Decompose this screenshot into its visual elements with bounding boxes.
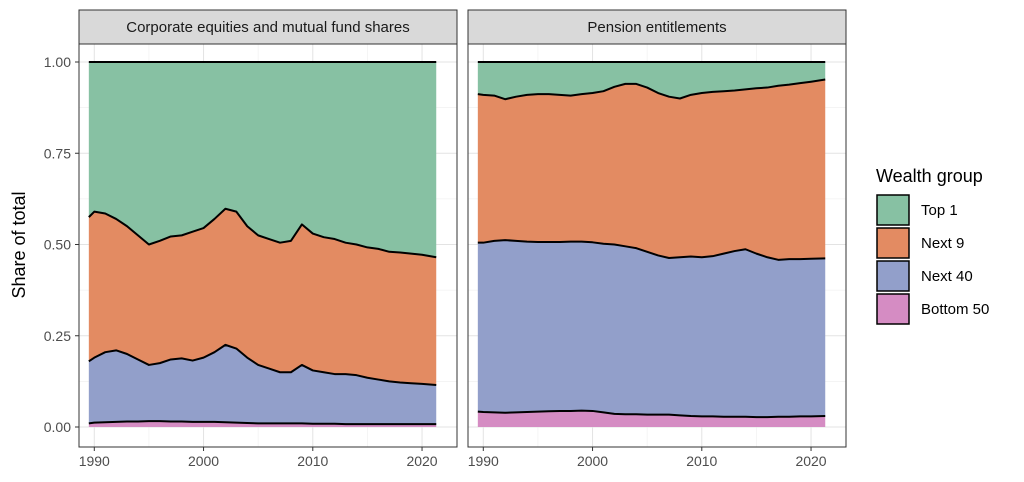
legend-key [876, 194, 910, 226]
legend-label: Top 1 [921, 202, 958, 219]
y-tick-label: 0.50 [44, 237, 71, 253]
x-tick-label: 2020 [795, 453, 826, 469]
y-axis-title: Share of total [9, 191, 29, 298]
x-tick-label: 2010 [686, 453, 717, 469]
area-next-40 [88, 344, 437, 425]
legend-label: Bottom 50 [921, 301, 989, 318]
area-next-9 [477, 79, 826, 260]
x-tick-label: 2010 [297, 453, 328, 469]
panel-1: Corporate equities and mutual fund share… [44, 9, 458, 469]
legend-title: Wealth group [876, 166, 983, 186]
panel-title: Pension entitlements [587, 19, 726, 36]
x-tick-label: 1990 [468, 453, 499, 469]
legend: Wealth group Top 1 Next 9 Next 40 Bottom 50 [876, 166, 989, 325]
legend-entry: Top 1 [876, 194, 958, 226]
panel-title: Corporate equities and mutual fund share… [126, 19, 410, 36]
boundary-line-bottom-50 [477, 409, 826, 419]
boundary-line-next-40 [477, 239, 826, 261]
x-tick-label: 2020 [406, 453, 437, 469]
boundary-line-next-9 [88, 207, 437, 259]
panel-strip [78, 9, 458, 45]
area-bottom-50 [477, 410, 826, 427]
boundary-line-next-9 [477, 78, 826, 101]
legend-key [876, 227, 910, 259]
legend-entry: Next 9 [876, 227, 964, 259]
panel-border [78, 43, 458, 448]
legend-key [876, 293, 910, 325]
legend-label: Next 9 [921, 235, 964, 252]
boundary-line-bottom-50 [88, 420, 437, 426]
areas [88, 61, 437, 427]
x-tick-label: 2000 [188, 453, 219, 469]
panel-2: Pension entitlements 1990 2000 2010 2020 [467, 9, 847, 469]
x-tick-label: 1990 [79, 453, 110, 469]
panels: Corporate equities and mutual fund share… [44, 9, 847, 469]
area-next-9 [88, 208, 437, 386]
x-tick-label: 2000 [577, 453, 608, 469]
y-tick-label: 0.25 [44, 328, 71, 344]
y-tick-label: 1.00 [44, 54, 71, 70]
areas [477, 61, 826, 427]
y-tick-label: 0.75 [44, 145, 71, 161]
legend-entry: Next 40 [876, 260, 973, 292]
y-tick-label: 0.00 [44, 419, 71, 435]
panel-border [467, 43, 847, 448]
boundary-line-next-40 [88, 343, 437, 387]
legend-label: Next 40 [921, 268, 973, 285]
area-next-40 [477, 240, 826, 418]
legend-entry: Bottom 50 [876, 293, 989, 325]
area-top-1 [88, 62, 437, 258]
panel-strip [467, 9, 847, 45]
legend-key [876, 260, 910, 292]
